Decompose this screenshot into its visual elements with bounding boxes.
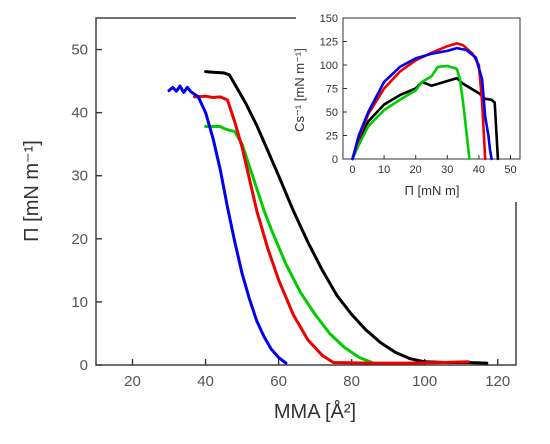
inset-x-axis-title: Π [mN m] (405, 183, 460, 198)
inset-y-tick-label: 150 (320, 13, 338, 25)
inset-series-line (351, 46, 493, 161)
inset-chart: 0 10 20 30 40 50 0 25 50 75 100 125 150 Π [mN m] Cs⁻¹ … (292, 6, 542, 202)
main-x-axis-title: MMA [Å²] (274, 400, 356, 423)
inset-x-tick-label: 10 (378, 164, 390, 176)
main-y-tick-label: 20 (71, 231, 88, 248)
inset-y-tick-label: 75 (326, 84, 338, 96)
inset-y-tick-label: 0 (332, 154, 338, 166)
inset-y-axis-title: Cs⁻¹ [mN m⁻¹] (292, 48, 307, 132)
inset-x-tick-label: 0 (349, 164, 355, 176)
main-y-tick-label: 40 (71, 105, 88, 122)
main-x-tick-label: 80 (343, 373, 360, 390)
inset-x-tick-label: 20 (410, 164, 422, 176)
main-y-tick-label: 0 (80, 357, 88, 374)
inset-y-tick-label: 125 (320, 37, 338, 49)
inset-y-tick-label: 100 (320, 60, 338, 72)
inset-series-line (351, 76, 500, 161)
inset-x-tick-label: 40 (473, 164, 485, 176)
main-y-tick-label: 10 (71, 294, 88, 311)
inset-x-tick-label: 50 (504, 164, 516, 176)
inset-background (296, 6, 542, 202)
main-series-line (204, 125, 376, 365)
main-y-tick-label: 50 (71, 42, 88, 59)
inset-x-tick-label: 30 (441, 164, 453, 176)
main-series-line (193, 94, 470, 365)
main-x-tick-label: 120 (485, 373, 510, 390)
main-x-tick-label: 40 (197, 373, 214, 390)
inset-y-tick-label: 50 (326, 107, 338, 119)
inset-series-line (351, 64, 471, 161)
main-x-tick-label: 20 (124, 373, 141, 390)
main-y-tick-label: 30 (71, 168, 88, 185)
inset-y-tick-label: 25 (326, 131, 338, 143)
main-y-axis-title: Π [mN m⁻¹] (21, 140, 43, 242)
main-series-line (167, 84, 288, 365)
main-series-line (204, 70, 489, 365)
main-x-tick-label: 60 (270, 373, 287, 390)
main-x-tick-label: 100 (412, 373, 437, 390)
